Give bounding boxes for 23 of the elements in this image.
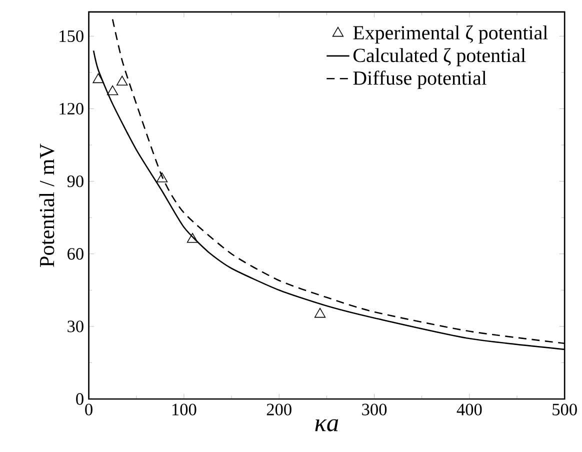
y-tick-label: 30 <box>68 320 84 332</box>
point <box>186 233 198 243</box>
legend-label: Diffuse potential <box>353 70 487 89</box>
x-tick-label: 300 <box>362 404 387 416</box>
y-tick-label: 120 <box>60 102 84 115</box>
legend-label: Experimental ζ potential <box>353 25 548 44</box>
x-axis-title: κa <box>315 419 338 432</box>
point <box>92 73 104 84</box>
x-tick-label: 200 <box>266 404 292 416</box>
point <box>116 76 128 86</box>
y-tick-label: 150 <box>60 30 84 42</box>
x-tick-label: 0 <box>85 404 92 416</box>
x-tick-label: 500 <box>552 404 577 416</box>
point <box>106 85 118 96</box>
y-tick-label: 90 <box>67 176 84 188</box>
point <box>156 172 168 182</box>
x-tick-label: 400 <box>456 404 482 416</box>
point <box>314 308 326 318</box>
y-tick-label: 0 <box>76 393 84 405</box>
y-tick-label: 60 <box>68 248 84 260</box>
x-tick-label: 100 <box>172 404 196 416</box>
y-axis-title: Potential / mV <box>39 144 54 268</box>
legend-label: Calculated ζ potential <box>353 48 526 66</box>
